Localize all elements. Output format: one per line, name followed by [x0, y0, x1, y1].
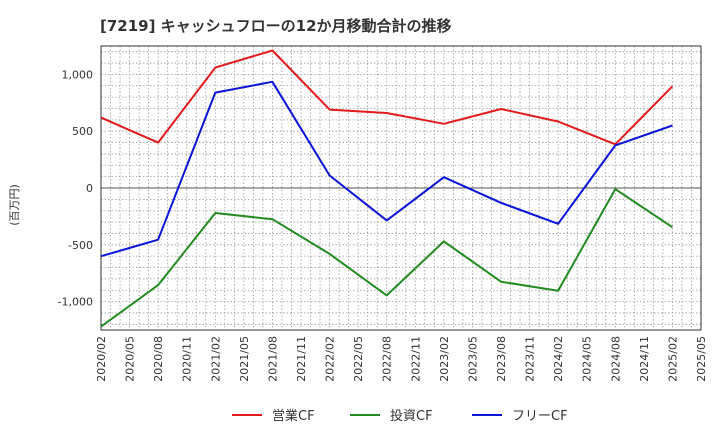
x-tick-label: 2021/02 [209, 336, 222, 382]
x-tick-label: 2025/05 [695, 336, 708, 382]
x-tick-label: 2022/11 [409, 336, 422, 382]
x-tick-label: 2023/11 [524, 336, 537, 382]
x-tick-label: 2022/08 [381, 336, 394, 382]
x-tick-label: 2022/02 [324, 336, 337, 382]
y-tick-label: -500 [68, 239, 93, 252]
legend-label: フリーCF [512, 409, 568, 424]
y-tick-label: 1,000 [62, 68, 94, 81]
x-tick-label: 2021/11 [295, 336, 308, 382]
series-line-0 [100, 49, 674, 146]
x-tick-label: 2023/02 [438, 336, 451, 382]
x-tick-label: 2021/05 [238, 336, 251, 382]
series-lines [100, 49, 674, 328]
x-tick-label: 2023/08 [495, 336, 508, 382]
x-tick-label: 2024/11 [638, 336, 651, 382]
x-tick-label: 2022/05 [352, 336, 365, 382]
x-tick-label: 2024/02 [552, 336, 565, 382]
series-line-1 [100, 188, 673, 328]
grid [101, 46, 701, 330]
legend-label: 営業CF [272, 408, 315, 424]
y-tick-label: 500 [72, 125, 93, 138]
y-axis-label: (百万円) [8, 184, 21, 226]
plot-frame [100, 45, 702, 331]
x-tick-label: 2024/05 [581, 336, 594, 382]
x-tick-label: 2023/05 [466, 336, 479, 382]
chart-title: [7219] キャッシュフローの12か月移動合計の推移 [100, 17, 452, 35]
y-tick-label: -1,000 [58, 296, 93, 309]
legend: 営業CF 投資CF フリーCF [232, 408, 568, 424]
x-tick-label: 2024/08 [609, 336, 622, 382]
x-tick-label: 2020/08 [152, 336, 165, 382]
legend-label: 投資CF [390, 408, 433, 424]
y-tick-label: 0 [86, 182, 93, 195]
x-tick-label: 2021/08 [266, 336, 279, 382]
x-tick-label: 2020/05 [124, 336, 137, 382]
series-line-2 [100, 80, 673, 258]
x-tick-label: 2020/11 [181, 336, 194, 382]
x-tick-label: 2025/02 [666, 336, 679, 382]
axes: 1,000 500 0 -500 -1,000 2020/02 2020/05 2020/08… [58, 45, 708, 382]
x-tick-label: 2020/02 [95, 336, 108, 382]
